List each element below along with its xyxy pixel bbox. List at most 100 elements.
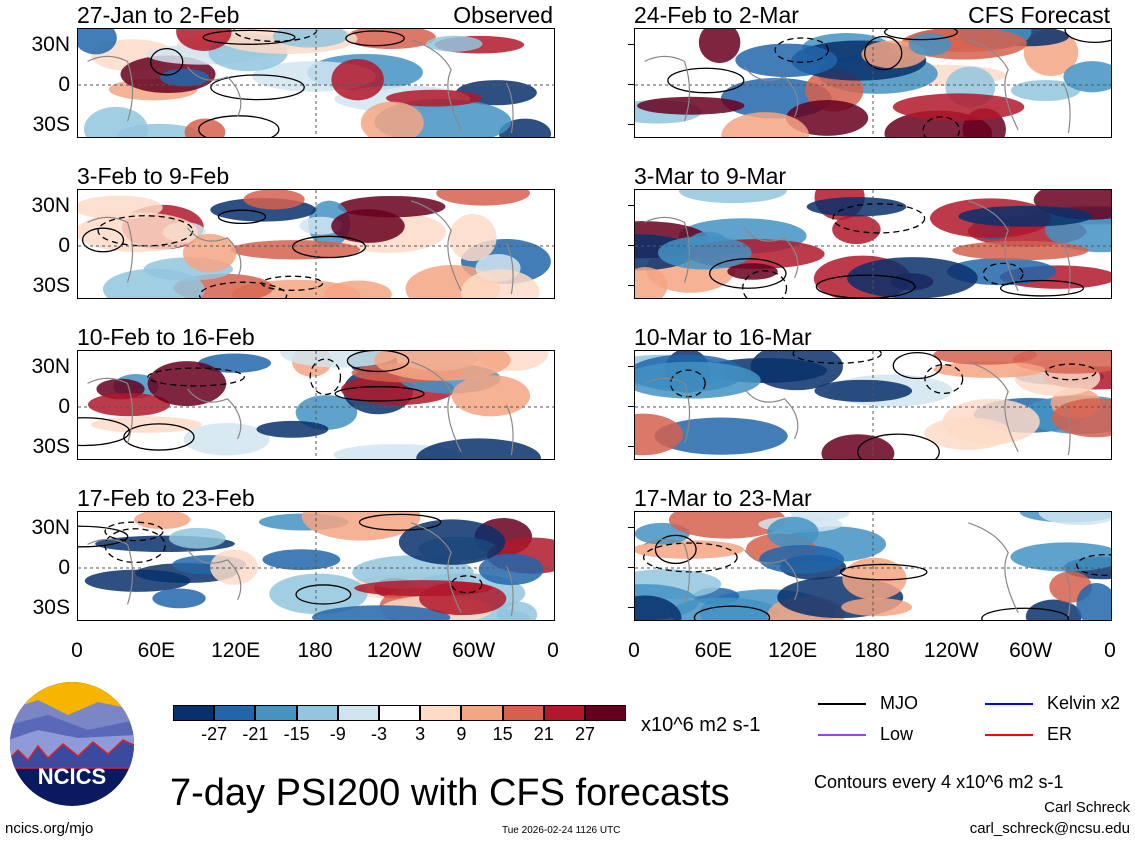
lon-tick-label: 180 bbox=[297, 639, 333, 662]
anomaly-blob bbox=[635, 413, 684, 456]
lat-tick-mark bbox=[628, 446, 634, 447]
anomaly-blob bbox=[942, 398, 1040, 445]
mjo-contour bbox=[309, 358, 342, 396]
coastline bbox=[87, 39, 514, 134]
anomaly-blob bbox=[183, 422, 270, 456]
mjo-contour bbox=[217, 209, 267, 225]
logo-text: NCICS bbox=[38, 764, 106, 789]
colorbar-tick-label: 3 bbox=[415, 724, 426, 744]
anomaly-blob bbox=[83, 106, 148, 137]
anomaly-blob bbox=[698, 29, 741, 64]
mjo-contour bbox=[210, 74, 305, 101]
anomaly-blob bbox=[182, 233, 237, 273]
lat-tick-label: 30S bbox=[32, 274, 70, 297]
panel-title: 24-Feb to 2-Mar bbox=[634, 2, 799, 28]
colorbar-swatch bbox=[420, 705, 462, 721]
units-label: x10^6 m2 s-1 bbox=[641, 714, 761, 736]
email: carl_schreck@ncsu.edu bbox=[969, 820, 1130, 837]
mjo-contour bbox=[667, 67, 745, 94]
anomaly-blob bbox=[262, 549, 341, 570]
colorbar-swatch bbox=[214, 705, 256, 721]
anomaly-blob bbox=[814, 379, 913, 402]
lat-tick-mark bbox=[628, 527, 634, 528]
coastline bbox=[644, 361, 1071, 456]
legend-label: ER bbox=[1047, 724, 1073, 744]
anomaly-blob bbox=[398, 519, 506, 565]
map-panel bbox=[77, 350, 555, 460]
coastline bbox=[644, 39, 1071, 134]
panel-title: 17-Feb to 23-Feb bbox=[77, 485, 255, 511]
anomaly-blob bbox=[635, 595, 682, 620]
lat-tick-label: 30N bbox=[31, 194, 70, 217]
mjo-contour bbox=[832, 203, 926, 234]
lon-tick-label: 120W bbox=[366, 639, 422, 662]
anomaly-blob bbox=[1051, 398, 1111, 438]
anomaly-blob bbox=[847, 257, 978, 298]
mjo-contour bbox=[1076, 554, 1111, 577]
mjo-contour bbox=[346, 351, 410, 373]
mjo-contour bbox=[654, 534, 697, 565]
anomaly-blob bbox=[198, 353, 272, 373]
anomaly-blob bbox=[324, 280, 392, 298]
lon-tick-label: 120E bbox=[768, 639, 818, 662]
colorbar-swatch bbox=[337, 705, 379, 721]
colorbar-swatch bbox=[379, 705, 421, 721]
lat-tick-mark bbox=[628, 366, 634, 367]
anomaly-blob bbox=[184, 118, 226, 137]
anomaly-blob bbox=[952, 240, 1089, 261]
lon-tick-label: 120E bbox=[211, 639, 261, 662]
map-panel bbox=[634, 28, 1112, 138]
anomaly-blob bbox=[933, 351, 1038, 365]
anomaly-blob bbox=[301, 512, 421, 541]
mjo-contour bbox=[450, 575, 483, 594]
map-panel bbox=[77, 189, 555, 299]
anomaly-blob bbox=[785, 99, 869, 136]
anomaly-blob bbox=[102, 268, 205, 298]
lat-tick-mark bbox=[628, 285, 634, 286]
anomaly-blob bbox=[152, 588, 206, 609]
mjo-contour bbox=[709, 258, 787, 289]
anomaly-blob bbox=[243, 190, 305, 210]
colorbar-tick-label: 21 bbox=[533, 724, 554, 744]
author: Carl Schreck bbox=[1044, 799, 1130, 816]
panel-title: 17-Mar to 23-Mar bbox=[634, 485, 812, 511]
timestamp: Tue 2026-02-24 1126 UTC bbox=[502, 825, 621, 836]
mjo-contour bbox=[334, 386, 425, 402]
mjo-contour bbox=[295, 584, 352, 605]
anomaly-blob bbox=[272, 29, 349, 48]
mjo-contour bbox=[981, 607, 1069, 620]
lat-tick-mark bbox=[628, 44, 634, 45]
colorbar-tick-label: 9 bbox=[456, 724, 467, 744]
panel-title: 27-Jan to 2-Feb bbox=[77, 2, 240, 28]
anomaly-blob bbox=[311, 605, 451, 620]
anomaly-blob bbox=[134, 512, 191, 530]
colorbar-swatch bbox=[543, 705, 585, 721]
mjo-contour bbox=[982, 262, 1024, 286]
anomaly-blob bbox=[88, 393, 170, 417]
anomaly-blob bbox=[436, 190, 530, 206]
mjo-contour bbox=[150, 47, 184, 76]
mjo-contour bbox=[774, 37, 829, 63]
coastline bbox=[87, 200, 514, 295]
legend-line bbox=[818, 703, 866, 705]
map-panel bbox=[634, 511, 1112, 621]
anomaly-blob bbox=[721, 112, 810, 137]
mjo-contour bbox=[924, 363, 964, 394]
anomaly-blob bbox=[750, 351, 843, 391]
lat-tick-mark bbox=[628, 124, 634, 125]
map-panel bbox=[77, 511, 555, 621]
lat-tick-mark bbox=[628, 205, 634, 206]
colorbar-swatch bbox=[461, 705, 503, 721]
anomaly-blob bbox=[678, 190, 787, 204]
anomaly-blob bbox=[727, 263, 778, 280]
colorbar-tick-label: 15 bbox=[492, 724, 513, 744]
mjo-contour bbox=[815, 274, 916, 298]
anomaly-blob bbox=[147, 361, 227, 407]
lat-tick-mark bbox=[628, 84, 634, 85]
lon-tick-label: 60E bbox=[137, 639, 176, 662]
site-link[interactable]: ncics.org/mjo bbox=[5, 820, 94, 837]
anomaly-blob bbox=[331, 209, 405, 243]
colorbar-tick-label: -21 bbox=[242, 724, 269, 744]
anomaly-blob bbox=[419, 582, 507, 616]
anomaly-blob bbox=[832, 214, 881, 245]
